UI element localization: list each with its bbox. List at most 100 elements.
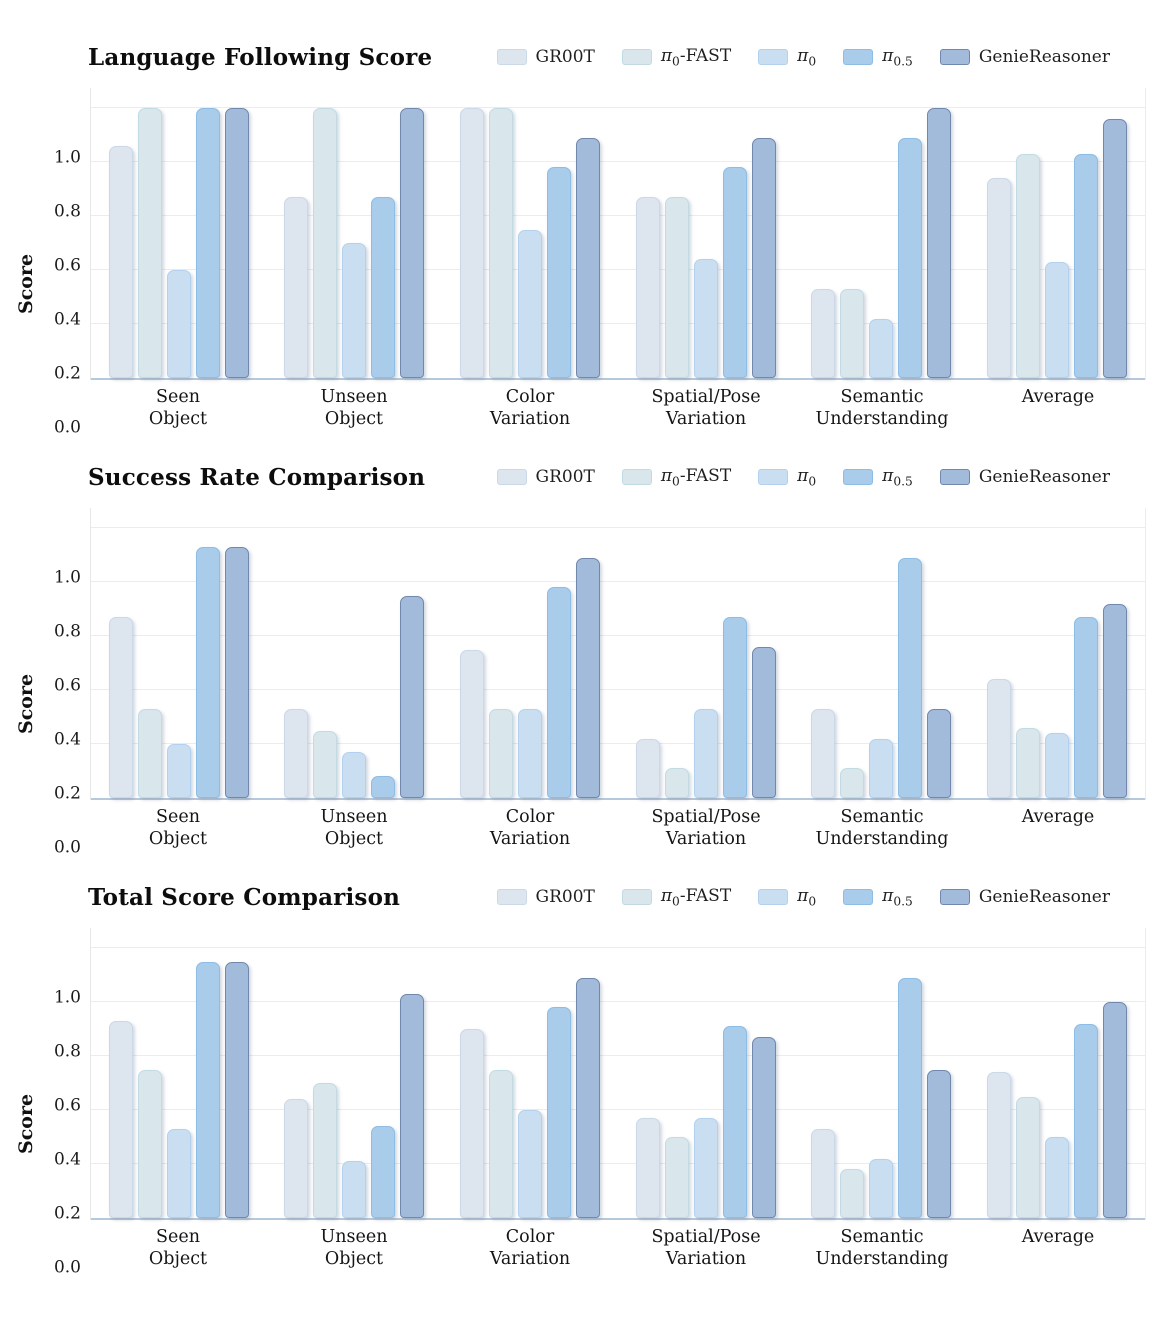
bar-GenieReasoner [1103, 603, 1128, 798]
legend: GR00T π0-FAST π0 π0.5 GenieReasoner [496, 885, 1110, 909]
x-axis-line [91, 378, 1145, 380]
x-tick-label: Spatial/Pose Variation [651, 387, 761, 429]
chart-header: Success Rate Comparison GR00T π0-FAST π0 π0… [0, 456, 1164, 498]
y-axis-label: Score [15, 1093, 37, 1155]
bar-GenieReasoner [751, 137, 776, 378]
bar-groups [91, 928, 1145, 1218]
x-tick-label: Semantic Understanding [815, 1227, 949, 1269]
bar-group-2 [460, 557, 601, 798]
bar-GenieReasoner [224, 961, 249, 1218]
legend-label: π0.5 [882, 885, 913, 909]
legend-item-GR00T: GR00T [496, 886, 595, 907]
x-axis-line [91, 1218, 1145, 1220]
bar-pi0.5 [1074, 617, 1099, 798]
legend-swatch-icon [496, 468, 527, 485]
gridline [91, 215, 1145, 216]
y-tick: 0.4 [53, 729, 81, 750]
x-tick-label: Color Variation [489, 807, 571, 849]
bar-group-3 [635, 617, 776, 798]
legend: GR00T π0-FAST π0 π0.5 GenieReasoner [496, 465, 1110, 489]
bar-GR00T [108, 145, 133, 378]
legend-label: GR00T [535, 886, 595, 907]
bar-group-1 [284, 595, 425, 798]
x-tick-label: Spatial/Pose Variation [651, 807, 761, 849]
legend-label: GenieReasoner [978, 886, 1110, 907]
bar-group-5 [987, 603, 1128, 798]
bar-GenieReasoner [751, 646, 776, 798]
bar-pi0-FAST [664, 1137, 689, 1218]
y-axis-label: Score [15, 253, 37, 315]
bar-pi0.5 [371, 776, 396, 798]
bar-pi0 [693, 708, 718, 798]
legend-label: π0.5 [882, 465, 913, 489]
gridline [91, 1001, 1145, 1002]
bar-pi0 [1045, 261, 1070, 378]
bar-GR00T [987, 679, 1012, 798]
bar-pi0-FAST [664, 768, 689, 798]
bar-GR00T [635, 1118, 660, 1218]
y-tick: 0.6 [53, 675, 81, 696]
x-tick-label: Color Variation [489, 387, 571, 429]
gridline [91, 323, 1145, 324]
bar-pi0.5 [898, 557, 923, 798]
bar-group-4 [811, 108, 952, 378]
chart-header: Language Following Score GR00T π0-FAST π0 π… [0, 36, 1164, 78]
bar-pi0.5 [547, 1007, 572, 1218]
x-tick-label: Spatial/Pose Variation [651, 1227, 761, 1269]
chart-title: Total Score Comparison [88, 883, 401, 911]
x-tick-label: Unseen Object [320, 387, 388, 429]
legend-swatch-icon [758, 888, 789, 905]
y-tick: 0.0 [53, 837, 81, 858]
bar-GR00T [811, 288, 836, 378]
bar-GenieReasoner [576, 557, 601, 798]
bar-pi0-FAST [137, 1069, 162, 1218]
legend-swatch-icon [621, 468, 652, 485]
bar-pi0-FAST [840, 768, 865, 798]
bar-GenieReasoner [224, 108, 249, 378]
plot-area [90, 508, 1146, 800]
y-tick: 0.6 [53, 255, 81, 276]
gridline [91, 581, 1145, 582]
bar-pi0.5 [195, 961, 220, 1218]
bar-GR00T [108, 617, 133, 798]
gridline [91, 743, 1145, 744]
legend-swatch-icon [939, 48, 970, 65]
gridline [91, 689, 1145, 690]
bar-pi0 [693, 259, 718, 378]
gridline [91, 1109, 1145, 1110]
x-tick-label: Average [1021, 1227, 1095, 1247]
bar-group-3 [635, 137, 776, 378]
chart-title: Language Following Score [88, 43, 433, 71]
x-axis-labels: Seen Object Unseen Object Color Variation Spat… [90, 386, 1146, 430]
gridline [91, 635, 1145, 636]
bar-GR00T [460, 649, 485, 798]
x-tick-label: Unseen Object [320, 1227, 388, 1269]
legend-swatch-icon [621, 888, 652, 905]
legend-label: GR00T [535, 46, 595, 67]
chart-body: Score 0.0 0.2 0.4 0.6 0.8 1.0 Seen Object Unsee… [0, 928, 1164, 1276]
bar-GenieReasoner [1103, 118, 1128, 378]
chart-header: Total Score Comparison GR00T π0-FAST π0 π0.… [0, 876, 1164, 918]
legend-swatch-icon [843, 888, 874, 905]
bar-group-4 [811, 557, 952, 798]
chart-total-score-comparison: Total Score Comparison GR00T π0-FAST π0 π0.… [0, 876, 1164, 1276]
bar-group-0 [108, 108, 249, 378]
bar-pi0-FAST [840, 1169, 865, 1218]
bar-pi0 [693, 1118, 718, 1218]
bar-group-2 [460, 977, 601, 1218]
legend-item-pi0: π0 [758, 466, 816, 488]
legend-label: GenieReasoner [978, 466, 1110, 487]
legend-swatch-icon [758, 48, 789, 65]
bar-GR00T [284, 197, 309, 378]
bar-pi0-FAST [1016, 727, 1041, 798]
x-tick-label: Seen Object [148, 387, 208, 429]
bar-pi0 [342, 1161, 367, 1218]
legend-item-GenieReasoner: GenieReasoner [939, 47, 1110, 67]
bar-pi0-FAST [489, 708, 514, 798]
bar-pi0 [342, 752, 367, 798]
y-tick: 0.6 [53, 1095, 81, 1116]
bar-pi0-FAST [840, 288, 865, 378]
x-tick-label: Average [1021, 387, 1095, 407]
x-tick-label: Seen Object [148, 807, 208, 849]
y-tick: 0.4 [53, 1149, 81, 1170]
